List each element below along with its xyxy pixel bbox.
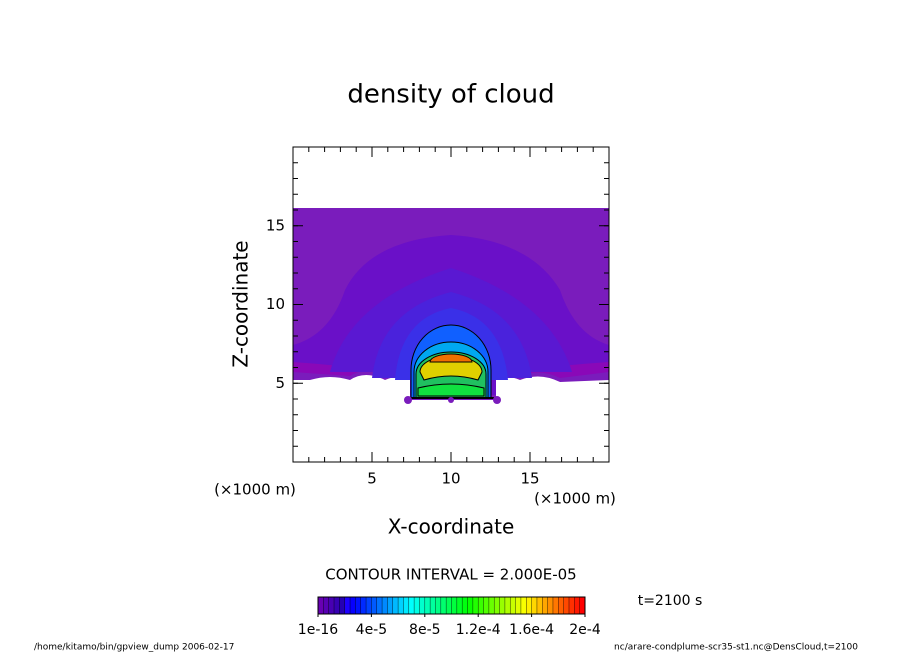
- colorbar-swatch: [446, 597, 452, 614]
- x-unit: (×1000 m): [534, 490, 616, 508]
- colorbar-swatch: [414, 597, 420, 614]
- contour-band: [429, 353, 473, 363]
- colorbar-tick-label: 2e-4: [569, 622, 601, 638]
- colorbar-swatch: [408, 597, 415, 614]
- colorbar-swatch: [424, 597, 431, 614]
- y-axis-title: Z-coordinate: [229, 240, 253, 367]
- colorbar-swatch: [334, 597, 340, 614]
- colorbar-swatch: [360, 597, 367, 614]
- colorbar-swatch: [558, 597, 565, 614]
- colorbar-swatch: [499, 597, 506, 614]
- contour-dot: [493, 396, 501, 404]
- colorbar-swatch: [472, 597, 479, 614]
- contour-dot: [404, 396, 412, 404]
- x-tick-label: 10: [441, 470, 460, 488]
- contour-band: [417, 383, 485, 397]
- colorbar-swatch: [568, 597, 575, 614]
- colorbar-swatch: [323, 597, 330, 614]
- colorbar-swatch: [515, 597, 522, 614]
- colorbar-swatch: [462, 597, 469, 614]
- colorbar-swatch: [440, 597, 447, 614]
- colorbar-swatch: [526, 597, 533, 614]
- x-axis-title: X-coordinate: [388, 515, 515, 539]
- colorbar-tick-label: 1.2e-4: [456, 622, 501, 638]
- colorbar-swatch: [392, 597, 399, 614]
- contour-field: [293, 208, 609, 404]
- colorbar-swatch: [488, 597, 495, 614]
- colorbar-tick-label: 1e-16: [298, 622, 338, 638]
- footer-left: /home/kitamo/bin/gpview_dump 2006-02-17: [34, 643, 234, 653]
- footer-right: nc/arare-condplume-scr35-st1.nc@DensClou…: [614, 643, 858, 653]
- colorbar-swatch: [344, 597, 351, 614]
- colorbar-swatch: [579, 597, 586, 614]
- colorbar-swatch: [531, 597, 538, 614]
- colorbar-swatch: [398, 597, 404, 614]
- colorbar-swatch: [467, 597, 474, 614]
- colorbar-swatch: [547, 597, 554, 614]
- colorbar-swatch: [483, 597, 490, 614]
- y-tick-label: 15: [266, 216, 285, 234]
- colorbar-swatch: [552, 597, 559, 614]
- contour-dot: [448, 397, 454, 403]
- colorbar-swatch: [328, 597, 335, 614]
- chart-title: density of cloud: [347, 80, 554, 110]
- colorbar-swatch: [350, 597, 356, 614]
- colorbar-swatch: [494, 597, 501, 614]
- colorbar-swatch: [355, 597, 362, 614]
- colorbar-tick-label: 1.6e-4: [509, 622, 554, 638]
- colorbar-swatch: [318, 597, 324, 614]
- x-tick-label: 5: [367, 470, 377, 488]
- colorbar-swatch: [510, 597, 517, 614]
- colorbar-swatch: [430, 597, 436, 614]
- colorbar-swatch: [478, 597, 485, 614]
- y-unit: (×1000 m): [214, 481, 296, 499]
- colorbar-swatch: [542, 597, 549, 614]
- colorbar-swatch: [435, 597, 442, 614]
- colorbar-frame: [317, 596, 586, 615]
- colorbar-swatch: [339, 597, 346, 614]
- x-tick-label: 15: [520, 470, 539, 488]
- time-label: t=2100 s: [638, 593, 703, 609]
- colorbar-swatch: [403, 597, 410, 614]
- y-tick-label: 5: [275, 374, 285, 392]
- colorbar-swatch: [563, 597, 570, 614]
- colorbar-swatch: [536, 597, 543, 614]
- colorbar-tick-label: 4e-5: [356, 622, 387, 638]
- colorbar-tick-label: 8e-5: [409, 622, 440, 638]
- colorbar-swatch: [504, 597, 511, 614]
- colorbar-swatch: [387, 597, 394, 614]
- colorbar-swatch: [366, 597, 372, 614]
- colorbar-swatch: [520, 597, 527, 614]
- colorbar-swatch: [456, 597, 463, 614]
- y-tick-label: 10: [266, 295, 285, 313]
- colorbar-swatch: [451, 597, 458, 614]
- colorbar-swatch: [419, 597, 426, 614]
- colorbar-swatch: [382, 597, 388, 614]
- colorbar-swatch: [574, 597, 581, 614]
- colorbar-swatch: [371, 597, 378, 614]
- colorbar-swatch: [376, 597, 383, 614]
- contour-interval: CONTOUR INTERVAL = 2.000E-05: [325, 566, 576, 584]
